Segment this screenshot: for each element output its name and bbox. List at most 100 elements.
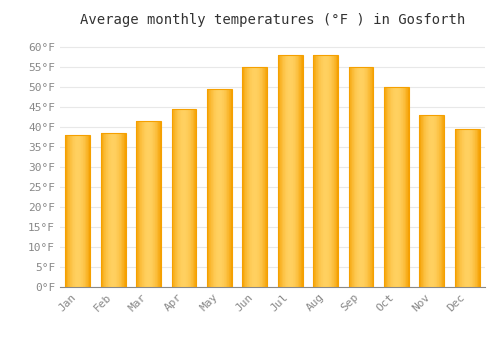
Bar [317,55,318,287]
Bar [148,121,149,287]
Bar [207,89,232,287]
Bar [461,129,462,287]
Bar [456,129,457,287]
Bar [146,121,148,287]
Bar [159,121,160,287]
Bar [116,133,117,287]
Bar [477,129,478,287]
Bar [392,87,394,287]
Bar [142,121,143,287]
Bar [365,67,366,287]
Bar [367,67,368,287]
Bar [288,55,289,287]
Bar [391,87,392,287]
Bar [213,89,214,287]
Bar [112,133,113,287]
Bar [143,121,144,287]
Bar [320,55,322,287]
Bar [140,121,141,287]
Bar [369,67,370,287]
Bar [248,67,249,287]
Bar [466,129,468,287]
Bar [185,109,186,287]
Bar [364,67,365,287]
Bar [291,55,292,287]
Bar [102,133,103,287]
Bar [224,89,225,287]
Bar [69,135,70,287]
Bar [266,67,267,287]
Bar [316,55,317,287]
Bar [254,67,255,287]
Bar [154,121,156,287]
Bar [294,55,295,287]
Bar [180,109,181,287]
Bar [473,129,474,287]
Bar [314,55,315,287]
Bar [194,109,195,287]
Bar [459,129,460,287]
Bar [471,129,472,287]
Bar [193,109,194,287]
Bar [458,129,459,287]
Bar [74,135,75,287]
Bar [123,133,124,287]
Bar [396,87,397,287]
Bar [441,115,442,287]
Bar [246,67,248,287]
Bar [386,87,387,287]
Bar [255,67,256,287]
Bar [424,115,425,287]
Bar [280,55,281,287]
Bar [336,55,337,287]
Bar [463,129,464,287]
Bar [66,135,90,287]
Bar [178,109,179,287]
Bar [228,89,230,287]
Bar [295,55,296,287]
Bar [100,133,126,287]
Bar [218,89,220,287]
Bar [256,67,258,287]
Bar [141,121,142,287]
Bar [440,115,441,287]
Bar [189,109,190,287]
Bar [160,121,161,287]
Bar [354,67,355,287]
Bar [184,109,185,287]
Bar [331,55,332,287]
Bar [279,55,280,287]
Bar [405,87,406,287]
Bar [352,67,353,287]
Bar [479,129,480,287]
Bar [250,67,251,287]
Bar [220,89,221,287]
Bar [75,135,76,287]
Bar [351,67,352,287]
Bar [244,67,245,287]
Bar [118,133,120,287]
Bar [285,55,286,287]
Bar [84,135,85,287]
Bar [470,129,471,287]
Bar [323,55,324,287]
Bar [332,55,333,287]
Bar [187,109,188,287]
Bar [108,133,109,287]
Bar [70,135,71,287]
Bar [433,115,434,287]
Bar [264,67,266,287]
Bar [81,135,82,287]
Bar [474,129,476,287]
Bar [182,109,184,287]
Bar [151,121,152,287]
Bar [455,129,456,287]
Bar [212,89,213,287]
Bar [145,121,146,287]
Bar [226,89,227,287]
Bar [387,87,388,287]
Bar [359,67,360,287]
Bar [89,135,90,287]
Bar [292,55,294,287]
Bar [106,133,107,287]
